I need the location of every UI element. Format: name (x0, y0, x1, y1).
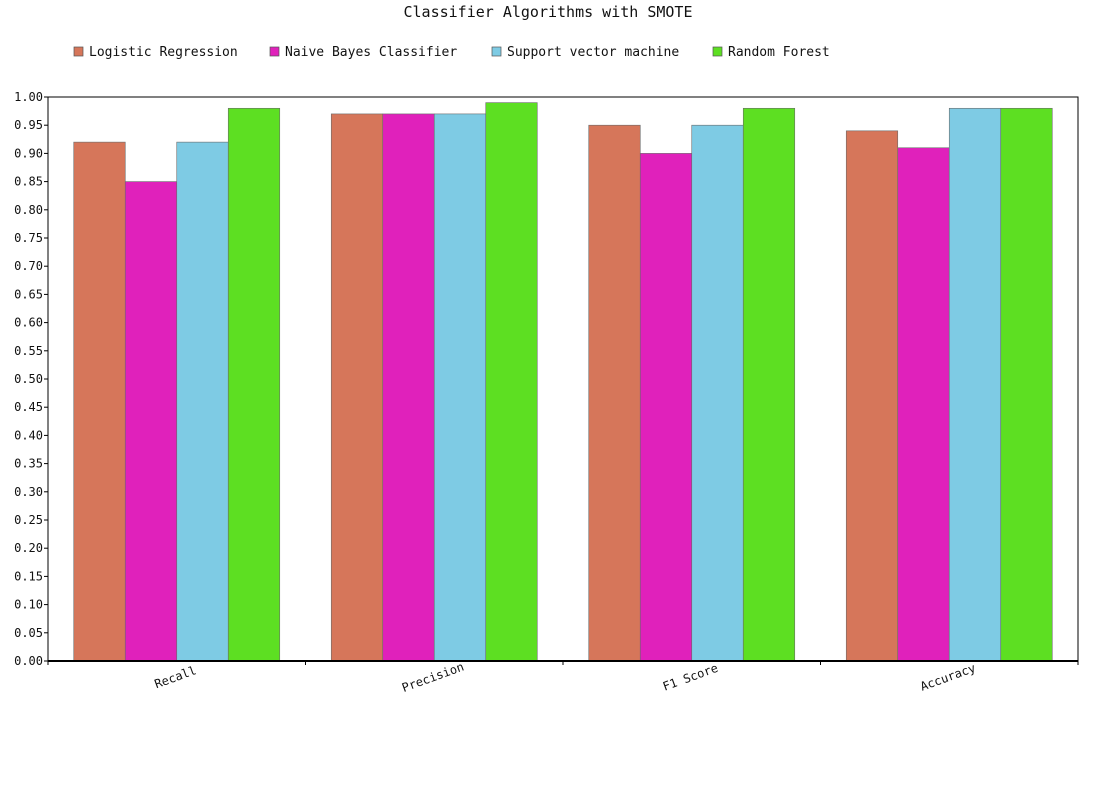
x-tick-label-accuracy: Accuracy (918, 661, 977, 694)
bar-group-accuracy (845, 107, 1053, 662)
bar-recall-random-forest (227, 107, 281, 662)
legend-label-logistic-regression: Logistic Regression (89, 45, 238, 60)
legend-swatch-naive-bayes-classifier (269, 46, 280, 57)
bar-f1-score-support-vector-machine (691, 124, 744, 662)
legend-label-random-forest: Random Forest (728, 45, 830, 60)
legend: Logistic Regression Naive Bayes Classifie… (73, 45, 830, 60)
x-tick-label-f1-score: F1 Score (661, 661, 720, 694)
y-tick-label: 0.60 (14, 316, 43, 330)
y-tick-label: 1.00 (14, 90, 43, 104)
legend-swatch-logistic-regression (73, 46, 84, 57)
y-tick-label: 0.00 (14, 654, 43, 668)
legend-label-naive-bayes-classifier: Naive Bayes Classifier (285, 45, 457, 60)
x-axis: Recall Precision F1 Score Accuracy (47, 660, 1079, 695)
bars (73, 102, 1053, 662)
legend-item-support-vector-machine: Support vector machine (491, 45, 679, 60)
legend-swatch-support-vector-machine (491, 46, 502, 57)
y-tick-label: 0.10 (14, 598, 43, 612)
y-tick-label: 0.30 (14, 485, 43, 499)
legend-item-random-forest: Random Forest (712, 45, 830, 60)
y-tick-label: 0.20 (14, 541, 43, 555)
bar-accuracy-logistic-regression (845, 130, 899, 662)
bar-f1-score-naive-bayes-classifier (639, 153, 693, 662)
chart-title: Classifier Algorithms with SMOTE (404, 3, 693, 21)
y-tick-label: 0.75 (14, 231, 43, 245)
legend-swatch-random-forest (712, 46, 723, 57)
bar-precision-random-forest (485, 102, 538, 662)
bar-precision-support-vector-machine (433, 113, 487, 662)
y-tick-label: 0.70 (14, 259, 43, 273)
bar-precision-naive-bayes-classifier (382, 113, 435, 662)
bar-group-f1-score (588, 107, 796, 662)
bar-group-precision (330, 102, 538, 662)
bar-accuracy-random-forest (1000, 107, 1053, 662)
x-tick-label-recall: Recall (153, 663, 199, 691)
bar-recall-support-vector-machine (176, 141, 229, 662)
x-tick-label-precision: Precision (400, 660, 466, 695)
bar-f1-score-random-forest (742, 107, 796, 662)
legend-item-logistic-regression: Logistic Regression (73, 45, 238, 60)
bar-f1-score-logistic-regression (588, 124, 641, 662)
y-tick-label: 0.55 (14, 344, 43, 358)
y-axis: 0.00 0.05 0.10 0.15 0.20 0.25 0.30 0.35 0.40 0.45… (14, 90, 48, 668)
bar-recall-logistic-regression (73, 141, 126, 662)
y-tick-label: 0.95 (14, 118, 43, 132)
bar-accuracy-naive-bayes-classifier (897, 147, 950, 662)
plot-area: 0.00 0.05 0.10 0.15 0.20 0.25 0.30 0.35 0.40 0.45… (14, 90, 1079, 695)
y-tick-label: 0.35 (14, 457, 43, 471)
y-tick-label: 0.50 (14, 372, 43, 386)
bar-precision-logistic-regression (330, 113, 384, 662)
y-tick-label: 0.85 (14, 175, 43, 189)
y-tick-label: 0.40 (14, 428, 43, 442)
bar-accuracy-support-vector-machine (948, 107, 1002, 662)
bar-group-recall (73, 107, 281, 662)
y-tick-label: 0.45 (14, 400, 43, 414)
y-tick-label: 0.25 (14, 513, 43, 527)
legend-label-support-vector-machine: Support vector machine (507, 45, 679, 60)
y-tick-label: 0.15 (14, 569, 43, 583)
y-tick-label: 0.65 (14, 287, 43, 301)
bar-recall-naive-bayes-classifier (124, 181, 178, 662)
y-tick-label: 0.05 (14, 626, 43, 640)
legend-item-naive-bayes-classifier: Naive Bayes Classifier (269, 45, 457, 60)
y-tick-label: 0.80 (14, 203, 43, 217)
y-tick-label: 0.90 (14, 146, 43, 160)
